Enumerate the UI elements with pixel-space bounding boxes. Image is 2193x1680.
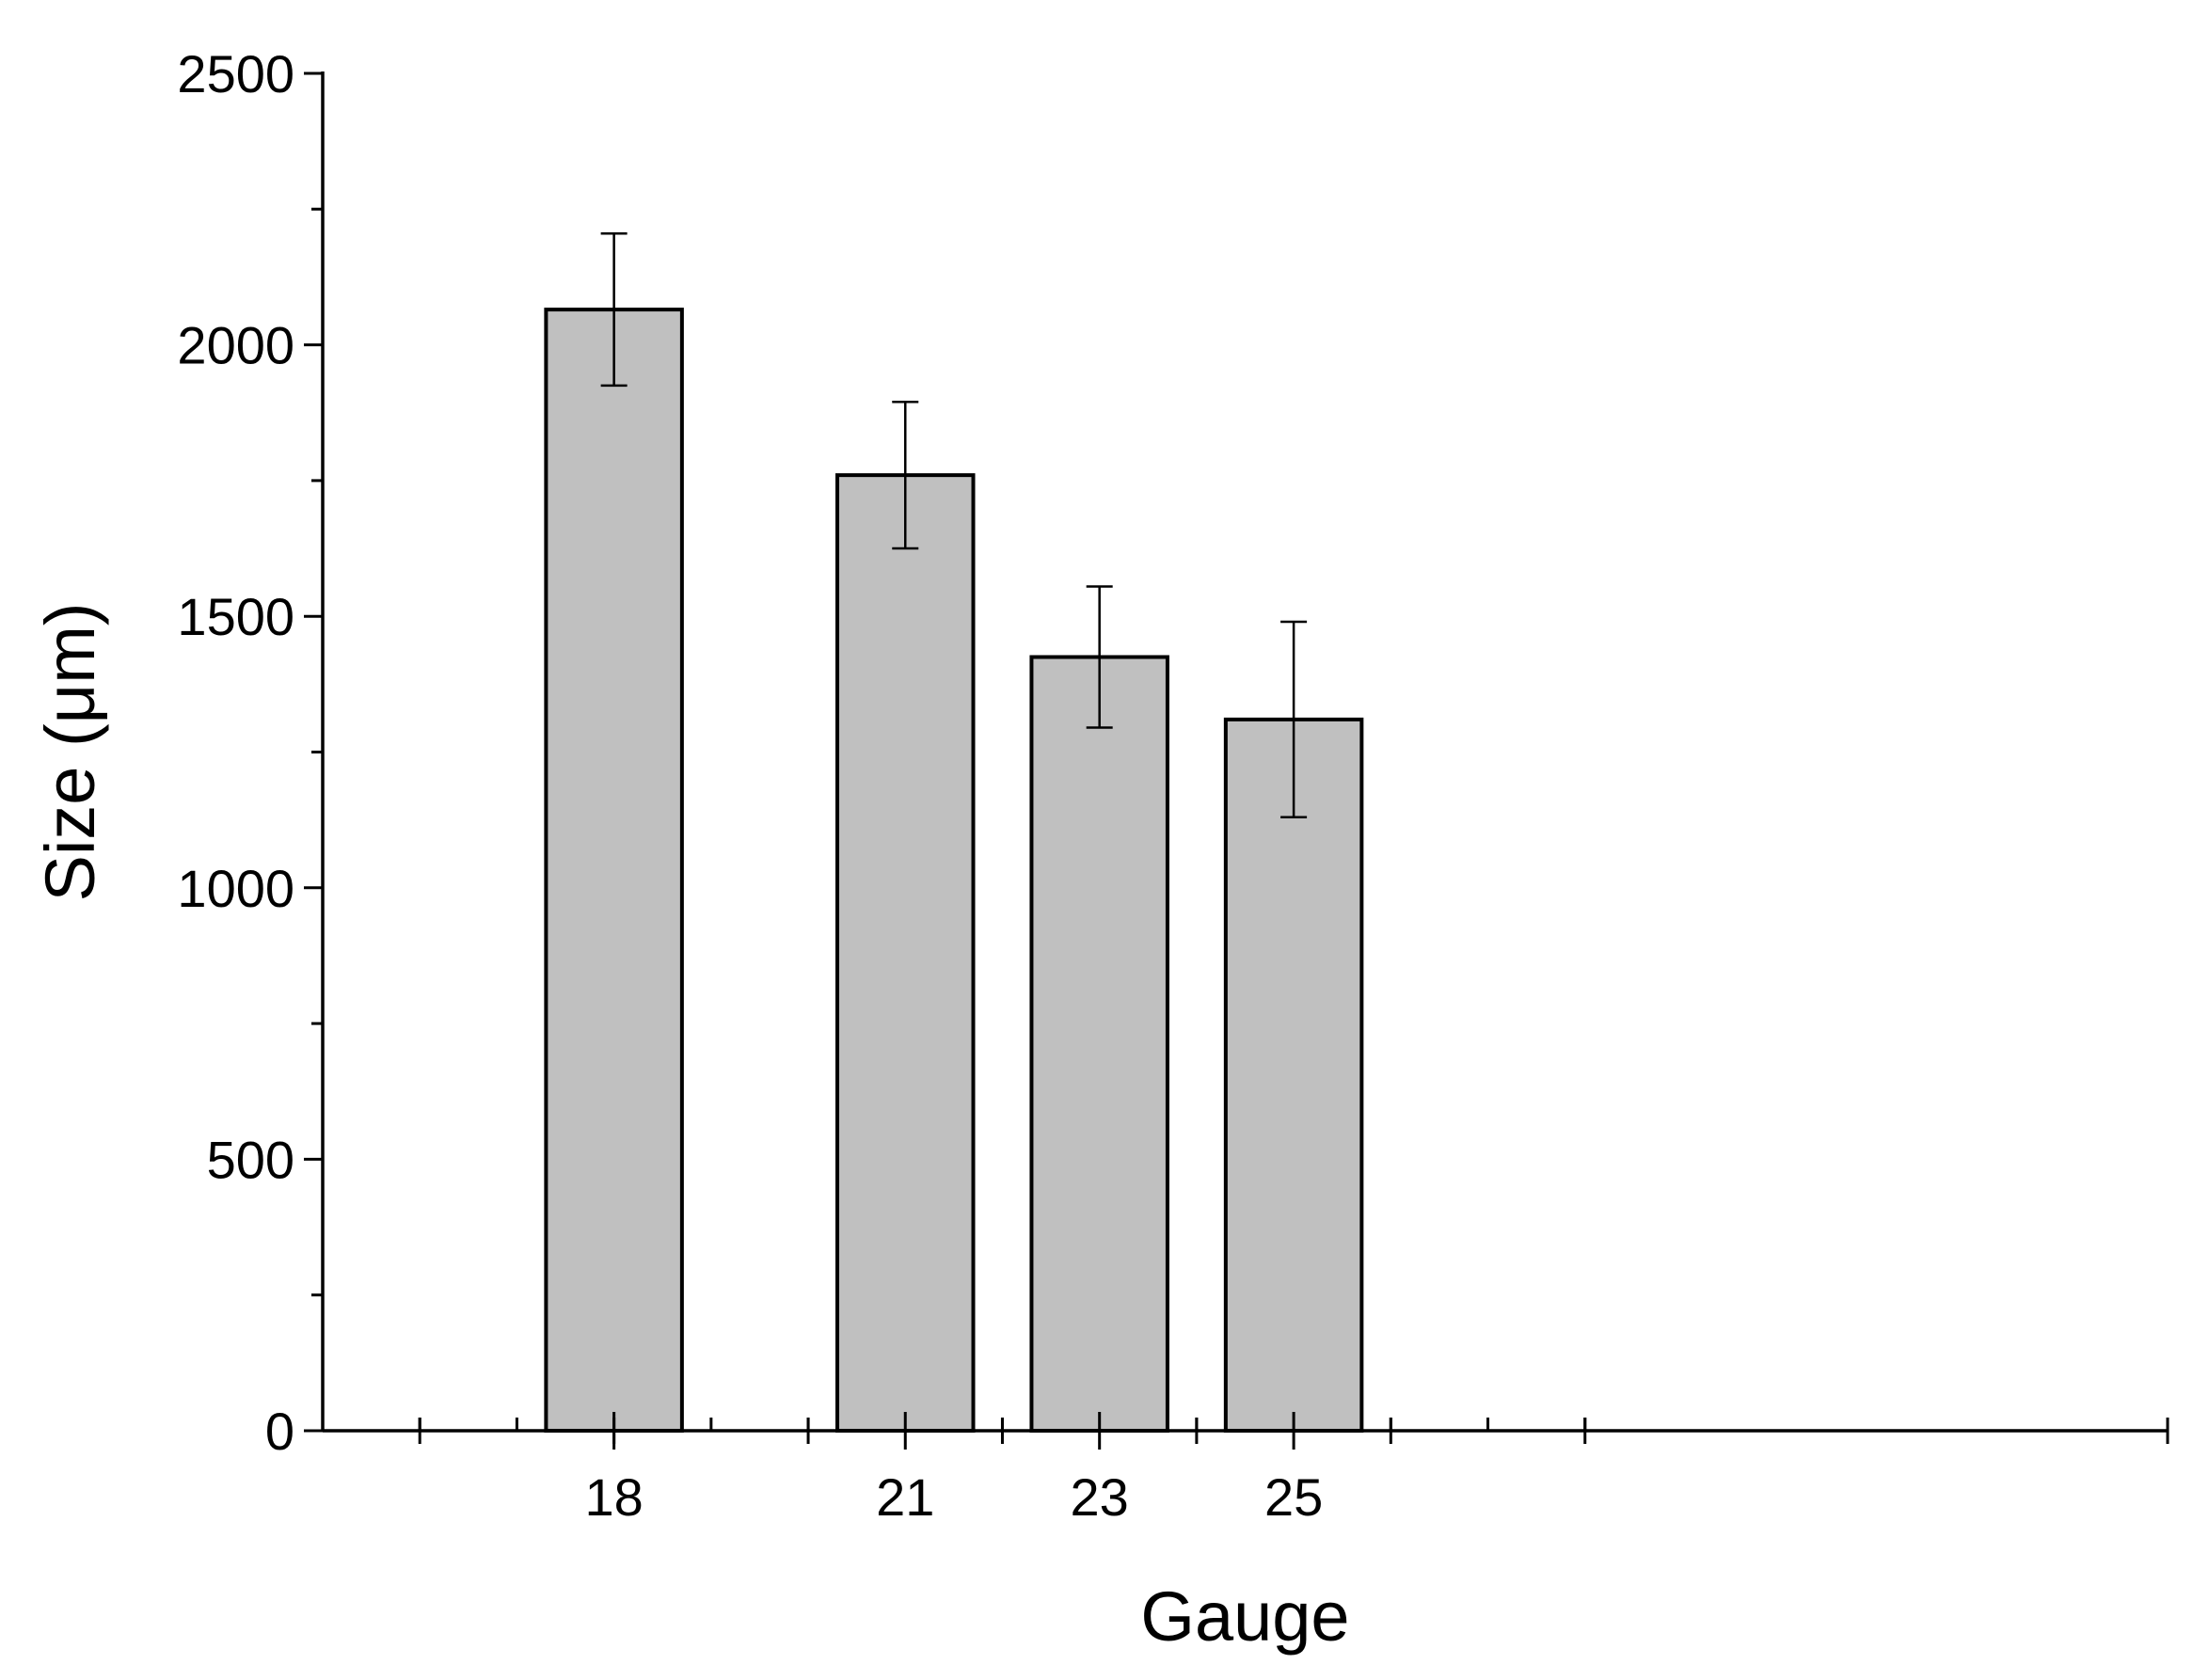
y-tick-label: 0 <box>265 1402 294 1461</box>
x-tick-label: 21 <box>876 1467 934 1527</box>
error-bars <box>600 232 1308 819</box>
x-tick-label: 18 <box>584 1467 643 1527</box>
y-ticks: 0 500 1000 1500 2000 2500 <box>177 44 323 1461</box>
x-tick-label: 23 <box>1071 1467 1129 1527</box>
bar-gauge-18 <box>544 308 684 1433</box>
x-ticks: 18 21 23 25 <box>418 1412 2169 1527</box>
y-tick-label: 2500 <box>177 44 294 103</box>
bars <box>544 308 1364 1433</box>
bar-gauge-21 <box>835 473 976 1433</box>
y-tick-label: 1000 <box>177 859 294 918</box>
y-tick-label: 500 <box>207 1130 294 1189</box>
x-axis-title: Gauge <box>1140 1577 1349 1656</box>
bar-gauge-23 <box>1029 655 1169 1433</box>
bar-gauge-25 <box>1223 717 1364 1433</box>
y-axis-title: Size (μm) <box>31 602 109 901</box>
y-tick-label: 1500 <box>177 587 294 646</box>
x-tick-label: 25 <box>1264 1467 1323 1527</box>
y-tick-label: 2000 <box>177 316 294 375</box>
